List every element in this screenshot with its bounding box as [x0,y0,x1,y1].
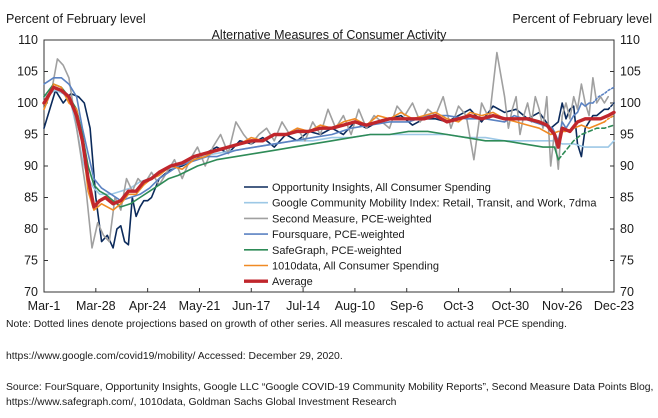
right-axis-label: Percent of February level [512,12,652,26]
legend-label-2: Google Community Mobility Index: Retail,… [272,198,597,210]
legend-label-7: Average [272,276,313,288]
x-tick-label: May-21 [179,299,221,313]
series-line-11 [42,85,616,209]
y-right-tick-label: 80 [620,222,634,236]
y-right-tick-label: 100 [620,96,641,110]
y-left-tick-label: 85 [24,191,38,205]
legend-label-6: 1010data, All Consumer Spending [272,261,439,273]
y-left-tick-label: 75 [24,254,38,268]
y-right-tick-label: 70 [620,285,634,299]
series-line-10 [603,114,615,123]
x-tick-label: Oct-30 [492,299,530,313]
x-tick-label: Sep-6 [390,299,423,313]
source-line-2: https://www.safegraph.com/, 1010data, Go… [6,397,397,408]
y-right-tick-label: 75 [620,254,634,268]
projection-note: Note: Dotted lines denote projections ba… [6,319,567,330]
consumer-activity-chart: Alternative Measures of Consumer Activit… [6,12,652,313]
x-tick-label: Mar-1 [28,299,61,313]
y-left-tick-label: 95 [24,128,38,142]
left-axis-label: Percent of February level [6,12,146,26]
legend-label-3: Second Measure, PCE-weighted [272,213,432,225]
series-line-6 [592,86,615,104]
series-line-7 [43,83,560,208]
y-left-tick-label: 110 [18,33,38,47]
series-line-4 [43,51,610,249]
x-tick-label: Oct-3 [443,299,474,313]
y-right-tick-label: 85 [620,191,634,205]
y-left-tick-label: 90 [24,159,38,173]
y-right-tick-label: 110 [620,33,640,47]
y-left-tick-label: 80 [24,222,38,236]
chart-title: Alternative Measures of Consumer Activit… [212,28,448,42]
legend-label-5: SafeGraph, PCE-weighted [272,245,402,257]
legend-label-4: Foursquare, PCE-weighted [272,229,405,241]
y-right-tick-label: 95 [620,128,634,142]
y-left-tick-label: 105 [17,65,38,79]
source-line-1: Source: FourSquare, Opportunity Insights… [6,382,654,393]
x-tick-label: Dec-23 [594,299,634,313]
x-tick-label: Mar-28 [76,299,116,313]
mobility-url-note: https://www.google.com/covid19/mobility/… [6,351,343,362]
y-left-tick-label: 70 [24,285,38,299]
x-tick-label: Jun-17 [232,299,270,313]
x-tick-label: Nov-26 [542,299,582,313]
x-tick-label: Jul-14 [286,299,320,313]
y-right-tick-label: 90 [620,159,634,173]
series-line-2 [607,102,615,111]
y-right-tick-label: 105 [620,65,641,79]
x-tick-label: Apr-24 [129,299,167,313]
x-tick-label: Aug-10 [335,299,375,313]
series-line-8 [557,124,615,161]
y-left-tick-label: 100 [17,96,38,110]
legend-label-1: Opportunity Insights, All Consumer Spend… [272,182,491,194]
